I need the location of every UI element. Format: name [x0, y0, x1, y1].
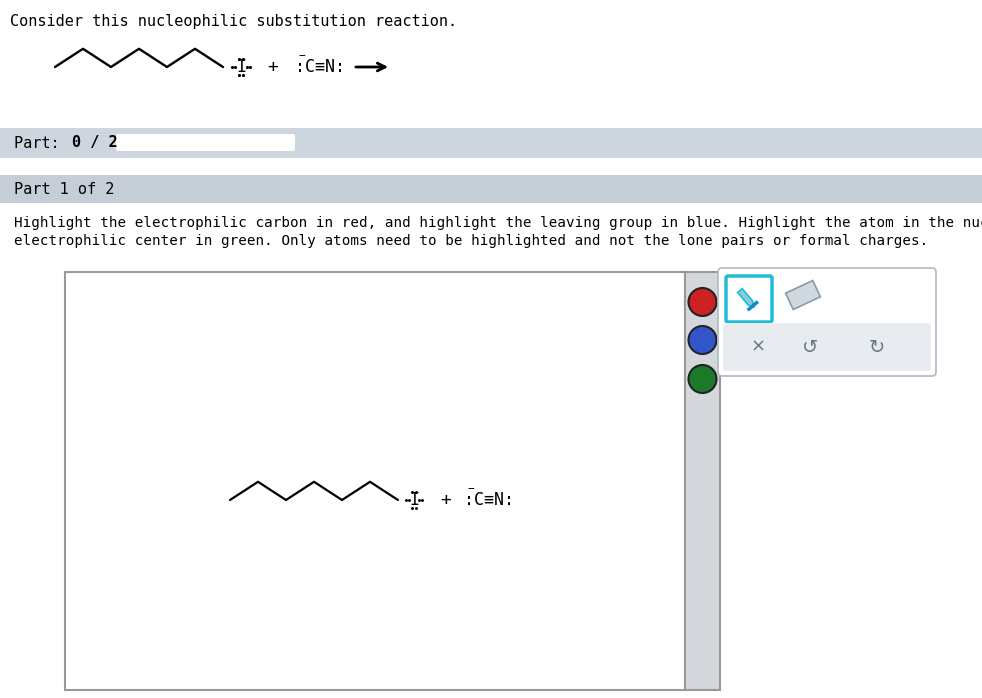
FancyBboxPatch shape [718, 268, 936, 376]
Text: 0 / 2: 0 / 2 [72, 135, 118, 151]
Text: Part 1 of 2: Part 1 of 2 [14, 181, 114, 197]
Polygon shape [786, 281, 820, 309]
Text: :C≡N:: :C≡N: [464, 491, 514, 509]
Bar [685, 272, 720, 690]
FancyBboxPatch shape [726, 276, 772, 322]
Text: −: − [299, 51, 305, 61]
Text: electrophilic center in green. Only atoms need to be highlighted and not the lon: electrophilic center in green. Only atom… [14, 234, 928, 248]
Circle shape [688, 365, 717, 393]
Text: I: I [409, 491, 419, 509]
Circle shape [688, 288, 717, 316]
Text: +: + [267, 58, 279, 76]
Text: ×: × [750, 338, 766, 356]
Bar [65, 272, 685, 690]
Text: +: + [441, 491, 452, 509]
Text: I: I [236, 58, 246, 76]
Text: Part:: Part: [14, 135, 69, 151]
Text: −: − [468, 484, 474, 494]
Bar [0, 128, 982, 158]
Text: Highlight the electrophilic carbon in red, and highlight the leaving group in bl: Highlight the electrophilic carbon in re… [14, 216, 982, 230]
FancyBboxPatch shape [116, 134, 295, 151]
Bar [0, 175, 982, 203]
Text: :C≡N:: :C≡N: [295, 58, 345, 76]
Polygon shape [737, 289, 754, 307]
Text: Consider this nucleophilic substitution reaction.: Consider this nucleophilic substitution … [10, 14, 458, 29]
Text: ↺: ↺ [802, 338, 818, 357]
Circle shape [688, 326, 717, 354]
Text: ↻: ↻ [869, 338, 885, 357]
FancyBboxPatch shape [723, 323, 931, 371]
